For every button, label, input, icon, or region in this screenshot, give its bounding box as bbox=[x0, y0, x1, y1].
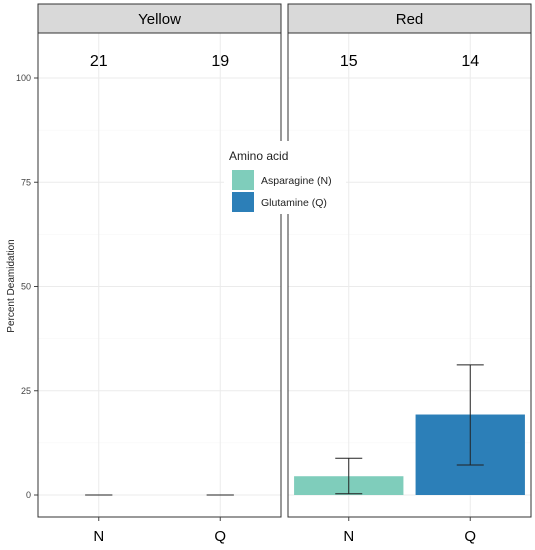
panel-red: Red 15 14 N Q bbox=[287, 3, 532, 545]
legend-title: Amino acid bbox=[229, 149, 288, 163]
x-tick-label: N bbox=[343, 528, 354, 545]
x-tick-label: N bbox=[93, 528, 104, 545]
strip-label: Yellow bbox=[138, 11, 181, 28]
error-bar bbox=[456, 364, 484, 466]
strip-label: Red bbox=[396, 11, 424, 28]
y-axis-label: Percent Deamidation bbox=[6, 239, 17, 332]
y-tick-label: 50 bbox=[21, 282, 31, 292]
y-tick-label: 100 bbox=[16, 73, 31, 83]
x-tick-label: Q bbox=[214, 528, 226, 545]
y-tick-label: 25 bbox=[21, 386, 31, 396]
panels: 0 25 50 75 100 Yellow 21 19 N Q Red 15 14 N Q bbox=[16, 3, 532, 545]
legend: Amino acid Asparagine (N) Glutamine (Q) bbox=[224, 141, 346, 214]
legend-key bbox=[232, 170, 254, 190]
x-tick-label: Q bbox=[464, 528, 476, 545]
panel-border bbox=[287, 32, 532, 518]
legend-key bbox=[232, 192, 254, 212]
legend-entry-label: Asparagine (N) bbox=[261, 175, 332, 187]
panel-yellow: Yellow 21 19 N Q bbox=[37, 3, 282, 545]
y-tick-label: 0 bbox=[26, 490, 31, 500]
panel-background bbox=[38, 33, 281, 517]
legend-entry-label: Glutamine (Q) bbox=[261, 197, 327, 209]
count-label: 15 bbox=[340, 53, 358, 70]
panel-border bbox=[37, 32, 282, 518]
count-label: 14 bbox=[461, 53, 479, 70]
count-label: 19 bbox=[211, 53, 229, 70]
y-tick-label: 75 bbox=[21, 177, 31, 187]
count-label: 21 bbox=[90, 53, 108, 70]
error-bar bbox=[335, 457, 363, 495]
